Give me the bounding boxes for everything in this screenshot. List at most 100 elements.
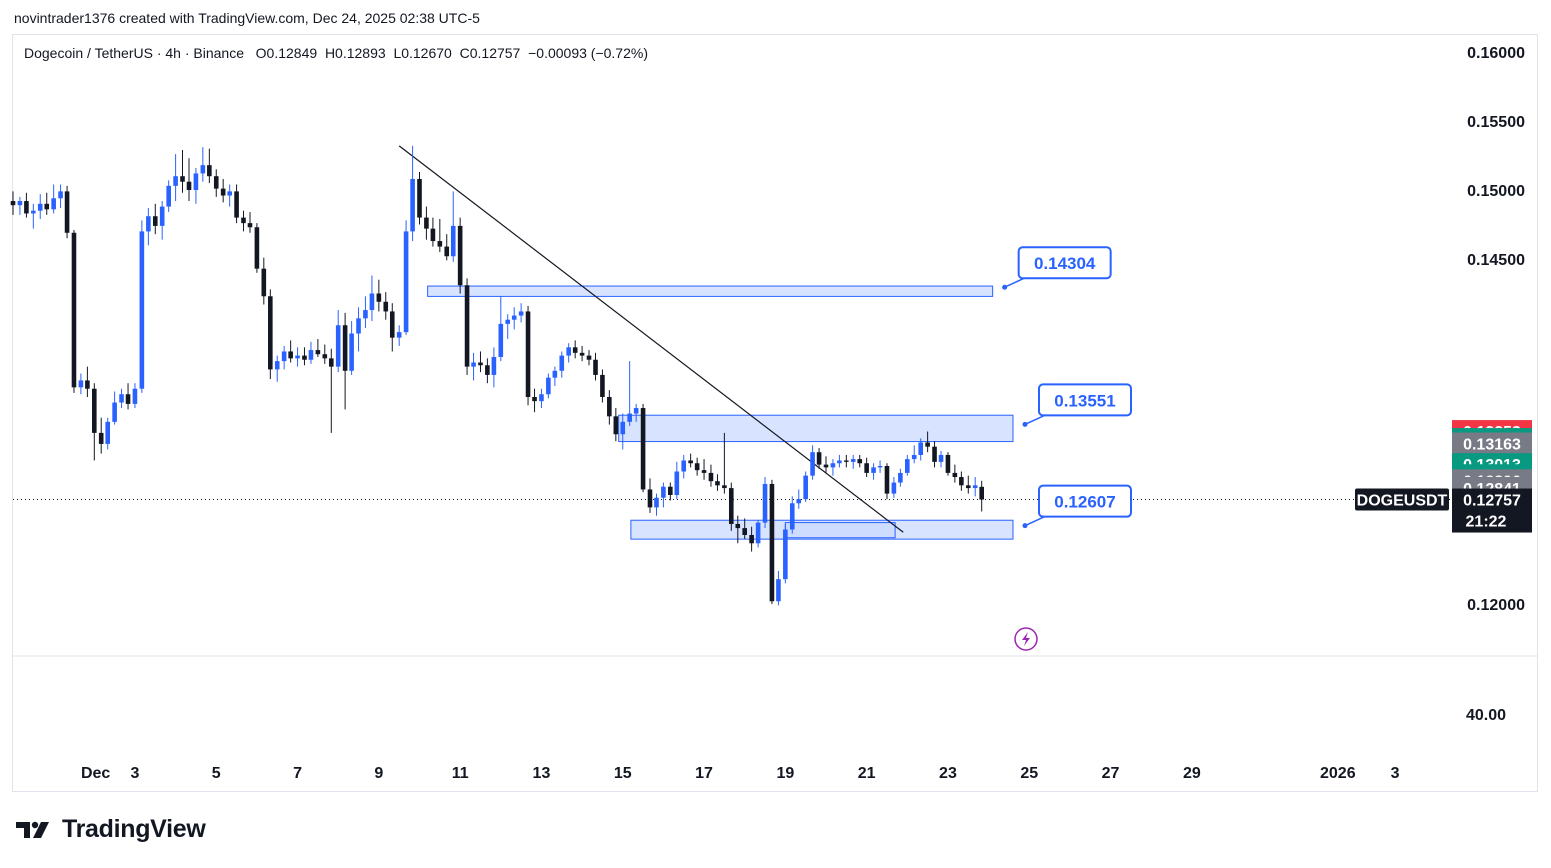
- candle-body: [132, 388, 138, 404]
- candle-body: [898, 472, 903, 483]
- lightning-glyph: [1022, 632, 1030, 646]
- candle-body: [505, 319, 511, 324]
- ohlc-low: L0.12670: [393, 45, 452, 61]
- candle-body: [105, 421, 111, 444]
- candle-body: [281, 351, 287, 362]
- price-axis-tick: 0.15500: [1467, 114, 1525, 131]
- candle-body: [803, 475, 808, 500]
- price-tag-label: 0.13163: [1463, 437, 1521, 454]
- candle-body: [471, 362, 476, 367]
- candle-body: [911, 454, 917, 460]
- candle-body: [539, 394, 544, 402]
- time-axis-tick: 2026: [1320, 765, 1356, 782]
- candle-body: [850, 459, 856, 462]
- candle-body: [193, 173, 199, 190]
- candle-body: [546, 377, 551, 395]
- candle-body: [837, 460, 842, 464]
- candle-body: [173, 176, 178, 186]
- candle-body: [396, 332, 402, 338]
- price-axis-tick: 0.14500: [1467, 252, 1525, 269]
- callout-box[interactable]: [1037, 383, 1132, 417]
- time-axis-tick: 23: [939, 765, 957, 782]
- candle-body: [356, 318, 361, 334]
- candle-body: [335, 325, 341, 367]
- callout-box[interactable]: [1037, 484, 1132, 518]
- candle-body: [234, 191, 239, 218]
- zone-box[interactable]: [618, 414, 1014, 443]
- candle-body: [389, 311, 395, 338]
- candle-body: [945, 454, 951, 473]
- candle-body: [98, 432, 104, 444]
- candle-body: [125, 394, 131, 404]
- candle-body: [322, 354, 328, 359]
- candle-body: [71, 232, 77, 388]
- candle-body: [810, 452, 815, 476]
- ohlc-open: O0.12849: [255, 45, 318, 61]
- candle-body: [58, 191, 63, 199]
- candle-body: [464, 285, 470, 367]
- candle-body: [51, 198, 56, 210]
- candle-body: [10, 201, 16, 206]
- candle-body: [92, 388, 97, 433]
- candle-body: [749, 535, 754, 544]
- candle-body: [37, 203, 43, 211]
- candle-body: [112, 402, 117, 422]
- candle-body: [532, 397, 537, 402]
- candle-body: [640, 408, 646, 490]
- price-axis-tick: 0.16000: [1467, 45, 1525, 62]
- candle-body: [146, 216, 151, 232]
- candle-body: [518, 311, 524, 316]
- candle-body: [952, 472, 958, 478]
- candle-body: [857, 459, 863, 464]
- candle-body: [383, 301, 389, 312]
- candle-body: [762, 483, 768, 523]
- candle-body: [274, 361, 280, 370]
- candle-body: [166, 185, 171, 207]
- callout-label: 0.14304: [1034, 254, 1096, 273]
- candle-body: [769, 483, 775, 602]
- candle-body: [932, 446, 937, 462]
- price-axis-tick: 0.15000: [1467, 183, 1525, 200]
- candle-body: [844, 460, 849, 462]
- candle-body: [965, 485, 971, 489]
- candle-body: [376, 293, 382, 302]
- time-axis-tick: 17: [695, 765, 713, 782]
- candle-body: [722, 485, 727, 489]
- candle-body: [701, 470, 707, 473]
- candle-body: [78, 380, 84, 388]
- callout-box[interactable]: [1017, 246, 1112, 280]
- candle-body: [735, 523, 741, 529]
- candle-body: [715, 481, 720, 486]
- candle-body: [261, 268, 267, 297]
- bar-countdown: 21:22: [1466, 514, 1507, 531]
- zone-box[interactable]: [784, 522, 896, 539]
- candle-body: [180, 176, 185, 182]
- last-price-label: 0.12757: [1463, 493, 1521, 510]
- candle-body: [647, 489, 653, 508]
- candle-body: [349, 333, 354, 371]
- candle-body: [925, 442, 930, 447]
- candle-body: [24, 201, 29, 214]
- candle-body: [586, 355, 592, 360]
- candle-body: [742, 528, 747, 535]
- chart-frame: [12, 34, 1538, 792]
- candle-body: [213, 176, 219, 189]
- candle-body: [572, 347, 578, 353]
- tradingview-logo: TradingView: [14, 815, 206, 844]
- callout-label: 0.12607: [1054, 493, 1115, 512]
- candle-body: [620, 421, 626, 435]
- candle-body: [755, 522, 761, 544]
- zone-box[interactable]: [427, 285, 994, 297]
- candle-body: [708, 472, 714, 482]
- candle-body: [654, 497, 659, 508]
- candle-body: [241, 217, 246, 224]
- last-price-tag: [1452, 488, 1532, 533]
- candle-body: [979, 486, 984, 500]
- candle-body: [186, 181, 192, 190]
- candle-body: [694, 463, 700, 471]
- candle-body: [220, 188, 226, 196]
- candle-body: [410, 178, 415, 232]
- trendline[interactable]: [398, 145, 904, 533]
- author-line: novintrader1376 created with TradingView…: [14, 10, 480, 26]
